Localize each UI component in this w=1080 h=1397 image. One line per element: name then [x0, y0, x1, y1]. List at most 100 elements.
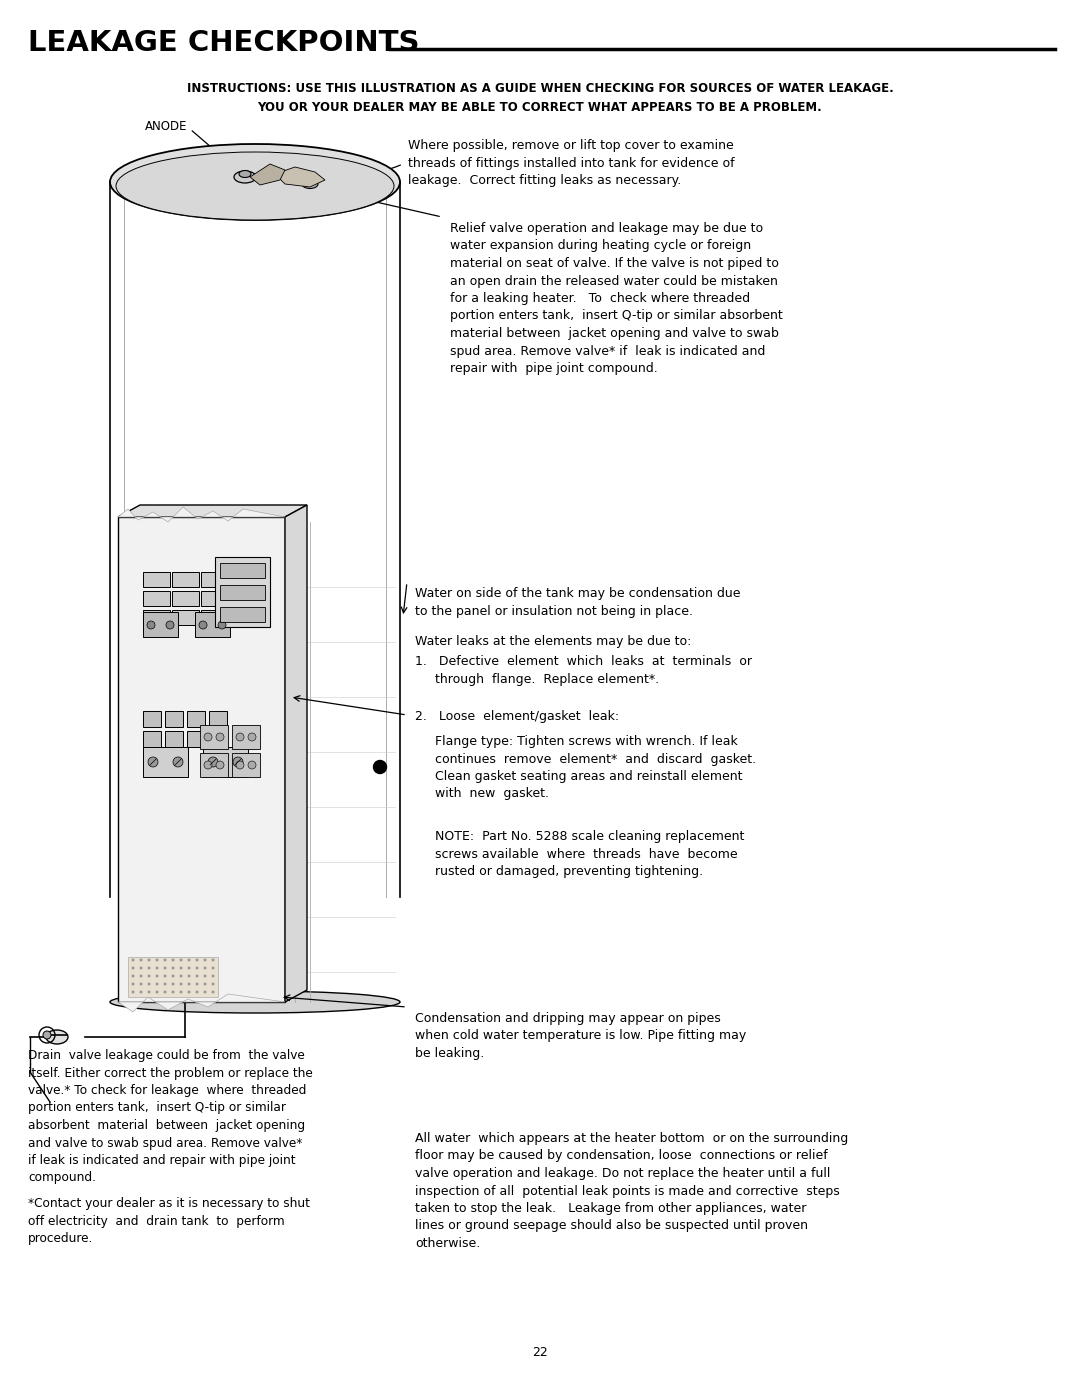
Text: NOTE:  Part No. 5288 scale cleaning replacement
     screws available  where  th: NOTE: Part No. 5288 scale cleaning repla…	[415, 830, 744, 877]
Circle shape	[132, 990, 135, 993]
Circle shape	[203, 975, 206, 978]
Circle shape	[139, 982, 143, 985]
Circle shape	[148, 990, 150, 993]
Text: Water leaks at the elements may be due to:: Water leaks at the elements may be due t…	[415, 636, 691, 648]
Circle shape	[163, 990, 166, 993]
Circle shape	[216, 761, 224, 768]
Circle shape	[163, 982, 166, 985]
Circle shape	[188, 958, 190, 961]
Circle shape	[204, 761, 212, 768]
Polygon shape	[187, 731, 205, 747]
Circle shape	[237, 733, 244, 740]
Polygon shape	[118, 504, 307, 517]
Circle shape	[172, 958, 175, 961]
Circle shape	[132, 975, 135, 978]
Polygon shape	[143, 731, 161, 747]
Ellipse shape	[110, 990, 400, 1013]
Text: Condensation and dripping may appear on pipes
when cold water temperature is low: Condensation and dripping may appear on …	[415, 1011, 746, 1060]
Polygon shape	[201, 591, 228, 606]
Circle shape	[148, 958, 150, 961]
Polygon shape	[232, 725, 260, 749]
Circle shape	[148, 975, 150, 978]
Circle shape	[172, 990, 175, 993]
Text: 1.   Defective  element  which  leaks  at  terminals  or
     through  flange.  : 1. Defective element which leaks at term…	[415, 655, 752, 686]
Circle shape	[172, 982, 175, 985]
Circle shape	[195, 958, 199, 961]
Polygon shape	[143, 711, 161, 726]
Circle shape	[237, 761, 244, 768]
Circle shape	[212, 982, 215, 985]
Polygon shape	[200, 753, 228, 777]
Circle shape	[203, 967, 206, 970]
Circle shape	[139, 975, 143, 978]
Circle shape	[188, 990, 190, 993]
Text: ANODE: ANODE	[145, 120, 188, 134]
Polygon shape	[201, 610, 228, 624]
Circle shape	[172, 967, 175, 970]
Circle shape	[195, 982, 199, 985]
Circle shape	[212, 958, 215, 961]
Circle shape	[212, 990, 215, 993]
Text: LEAKAGE CHECKPOINTS: LEAKAGE CHECKPOINTS	[28, 29, 419, 57]
Polygon shape	[143, 610, 170, 624]
Text: Where possible, remove or lift top cover to examine
threads of fittings installe: Where possible, remove or lift top cover…	[408, 138, 734, 187]
Circle shape	[203, 982, 206, 985]
Polygon shape	[232, 753, 260, 777]
Polygon shape	[195, 612, 230, 637]
Polygon shape	[187, 711, 205, 726]
Circle shape	[156, 958, 159, 961]
Text: Flange type: Tighten screws with wrench. If leak
     continues  remove  element: Flange type: Tighten screws with wrench.…	[415, 735, 756, 800]
Circle shape	[203, 958, 206, 961]
Text: All water  which appears at the heater bottom  or on the surrounding
floor may b: All water which appears at the heater bo…	[415, 1132, 848, 1250]
Circle shape	[179, 982, 183, 985]
Ellipse shape	[234, 170, 256, 183]
Circle shape	[156, 990, 159, 993]
Polygon shape	[165, 731, 183, 747]
Circle shape	[179, 990, 183, 993]
Polygon shape	[249, 163, 285, 184]
Circle shape	[43, 1031, 51, 1039]
Circle shape	[139, 958, 143, 961]
Circle shape	[216, 733, 224, 740]
Text: 22: 22	[532, 1345, 548, 1359]
Polygon shape	[201, 571, 228, 587]
Circle shape	[147, 622, 156, 629]
Polygon shape	[275, 168, 325, 187]
Ellipse shape	[239, 170, 251, 177]
Polygon shape	[172, 610, 199, 624]
Polygon shape	[143, 612, 178, 637]
Circle shape	[163, 967, 166, 970]
Text: Relief valve operation and leakage may be due to
water expansion during heating : Relief valve operation and leakage may b…	[450, 222, 783, 374]
Circle shape	[188, 975, 190, 978]
Circle shape	[132, 982, 135, 985]
Circle shape	[248, 761, 256, 768]
Circle shape	[218, 622, 226, 629]
Circle shape	[248, 733, 256, 740]
Text: *Contact your dealer as it is necessary to shut
off electricity  and  drain tank: *Contact your dealer as it is necessary …	[28, 1197, 310, 1245]
Polygon shape	[172, 571, 199, 587]
Polygon shape	[215, 557, 270, 627]
Polygon shape	[129, 957, 218, 997]
Text: YOU OR YOUR DEALER MAY BE ABLE TO CORRECT WHAT APPEARS TO BE A PROBLEM.: YOU OR YOUR DEALER MAY BE ABLE TO CORREC…	[258, 101, 822, 115]
Circle shape	[203, 990, 206, 993]
Circle shape	[163, 975, 166, 978]
Circle shape	[195, 990, 199, 993]
Polygon shape	[220, 563, 265, 578]
Circle shape	[188, 982, 190, 985]
Circle shape	[208, 757, 218, 767]
Polygon shape	[143, 747, 188, 777]
Polygon shape	[220, 608, 265, 622]
Circle shape	[163, 958, 166, 961]
Polygon shape	[203, 747, 248, 777]
Polygon shape	[118, 507, 285, 522]
Circle shape	[179, 958, 183, 961]
Circle shape	[179, 975, 183, 978]
Polygon shape	[143, 571, 170, 587]
Ellipse shape	[46, 1030, 68, 1044]
Text: 2.   Loose  element/gasket  leak:: 2. Loose element/gasket leak:	[415, 710, 619, 724]
Ellipse shape	[110, 144, 400, 219]
Polygon shape	[118, 995, 285, 1011]
Polygon shape	[285, 504, 307, 1002]
Circle shape	[156, 975, 159, 978]
Circle shape	[195, 967, 199, 970]
